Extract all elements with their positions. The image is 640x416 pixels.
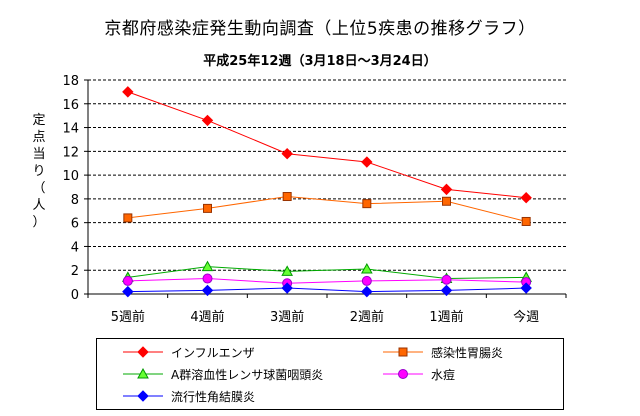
series-line — [127, 287, 527, 293]
data-point — [201, 260, 214, 272]
y-axis-label-char: ） — [32, 215, 46, 230]
legend-label: インフルエンザ — [171, 345, 255, 360]
data-point — [122, 275, 133, 286]
data-point — [202, 273, 213, 284]
y-axis-label-char: り — [32, 164, 46, 179]
data-point — [360, 263, 373, 274]
data-point — [122, 285, 134, 298]
legend-item: A群溶血性レンサ球菌咽頭炎 — [121, 365, 323, 383]
y-axis-label-char: 点 — [32, 130, 46, 145]
data-point — [362, 199, 372, 209]
data-point — [361, 285, 373, 298]
legend-item: インフルエンザ — [121, 343, 255, 361]
chart-legend: インフルエンザ 感染性胃腸炎 A群溶血性レンサ球菌咽頭炎 水痘 流行性角結膜炎 — [96, 338, 564, 410]
chart-subtitle: 平成25年12週（3月18日～3月24日） — [203, 54, 437, 69]
y-tick-label: 12 — [62, 145, 79, 160]
x-tick-label: 5週前 — [111, 309, 145, 325]
legend-label: 流行性角結膜炎 — [171, 389, 256, 404]
data-point — [203, 203, 212, 213]
x-tick-label: 今週 — [513, 309, 539, 325]
legend-marker — [137, 368, 149, 379]
legend-swatch — [123, 346, 163, 358]
legend-marker — [398, 369, 408, 379]
legend-label: A群溶血性レンサ球菌咽頭炎 — [171, 367, 324, 382]
legend-marker — [137, 390, 149, 402]
data-point — [123, 213, 133, 223]
legend-item: 流行性角結膜炎 — [121, 387, 255, 405]
legend-swatch — [383, 347, 423, 357]
data-point — [440, 284, 453, 297]
y-tick-label: 6 — [71, 217, 79, 232]
x-tick-label: 2週前 — [350, 309, 384, 325]
series-line — [127, 266, 527, 280]
y-axis-label: 定 点 当 り （ 人 ） — [30, 112, 48, 231]
y-axis-label-char: 人 — [32, 198, 46, 213]
y-tick-label: 4 — [71, 240, 79, 255]
legend-marker — [398, 347, 408, 357]
data-point — [281, 282, 293, 294]
data-point — [282, 192, 292, 202]
data-point — [281, 148, 293, 160]
y-tick-label: 18 — [62, 74, 79, 89]
series-line — [127, 196, 527, 222]
y-tick-label: 16 — [62, 98, 79, 113]
y-axis-label-char: 当 — [32, 147, 46, 162]
y-tick-label: 8 — [71, 193, 79, 208]
y-axis-label-char: （ — [32, 181, 46, 196]
y-tick-label: 0 — [71, 288, 79, 303]
data-point — [521, 216, 531, 226]
legend-item: 感染性胃腸炎 — [381, 343, 503, 361]
data-point — [201, 284, 214, 297]
y-tick-label: 14 — [62, 122, 79, 137]
legend-marker — [137, 346, 149, 358]
data-point — [442, 196, 451, 206]
series-line — [127, 278, 527, 284]
legend-label: 水痘 — [431, 367, 456, 382]
y-axis-label-char: 定 — [32, 113, 46, 128]
x-tick-label: 3週前 — [270, 309, 304, 325]
data-point — [440, 183, 453, 196]
data-point — [201, 114, 214, 127]
line-chart: 0 2 4 6 8 10 12 14 16 18 5週前 4週前 3週前 2週前 1週前 今週 — [62, 74, 567, 325]
chart-title: 京都府感染症発生動向調査（上位5疾患の推移グラフ） — [104, 19, 536, 39]
x-tick-label: 1週前 — [429, 309, 463, 325]
legend-item: 水痘 — [381, 365, 455, 383]
data-point — [361, 156, 373, 168]
legend-swatch — [123, 390, 163, 402]
legend-swatch — [123, 368, 163, 379]
data-point — [122, 86, 134, 98]
data-point — [520, 282, 532, 294]
y-tick-label: 10 — [62, 169, 79, 184]
data-point — [281, 265, 294, 276]
legend-label: 感染性胃腸炎 — [431, 345, 504, 360]
x-tick-label: 4週前 — [190, 309, 224, 325]
y-tick-label: 2 — [71, 264, 79, 279]
data-point — [520, 191, 532, 204]
data-point — [361, 275, 372, 286]
series-line — [127, 91, 527, 199]
legend-swatch — [383, 369, 423, 379]
data-point — [441, 274, 452, 285]
